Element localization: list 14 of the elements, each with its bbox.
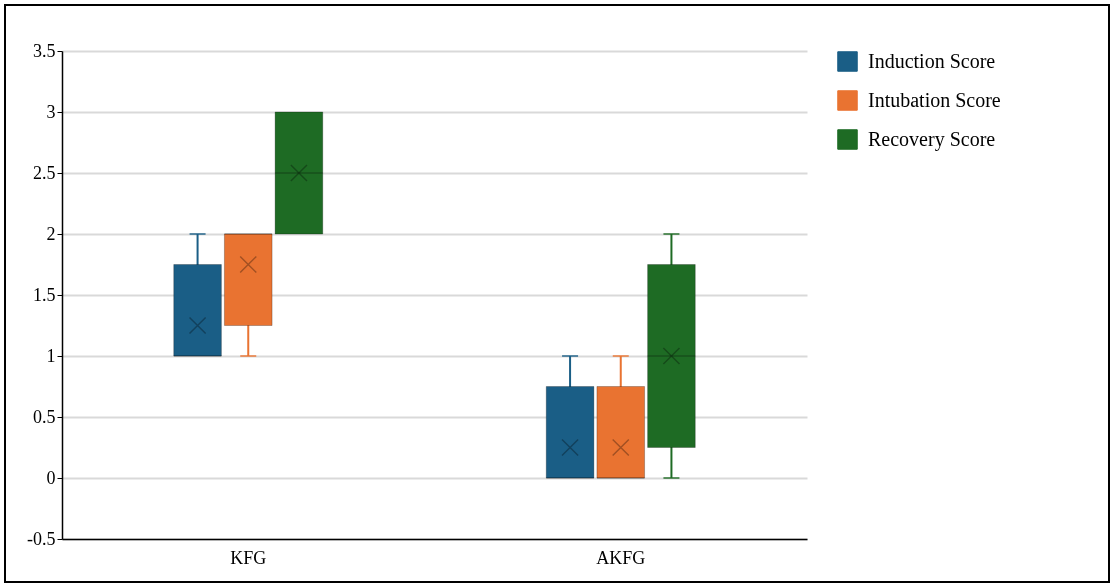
y-tick-label: 3.5 [33, 40, 56, 61]
legend-label: Recovery Score [868, 127, 996, 151]
y-tick-label: 2 [46, 223, 56, 244]
legend-label: Intubation Score [868, 88, 1001, 111]
y-tick-label: -0.5 [27, 528, 56, 549]
y-tick-label: 0.5 [33, 406, 56, 427]
y-tick-label: 1.5 [33, 284, 56, 305]
y-tick-label: 2.5 [33, 162, 56, 183]
legend-label: Induction Score [868, 49, 996, 72]
x-tick-label: KFG [230, 547, 267, 568]
y-tick-label: 1 [46, 345, 56, 366]
x-tick-label: AKFG [596, 547, 646, 568]
y-tick-label: 3 [46, 101, 56, 122]
y-tick-label: 0 [46, 467, 56, 488]
